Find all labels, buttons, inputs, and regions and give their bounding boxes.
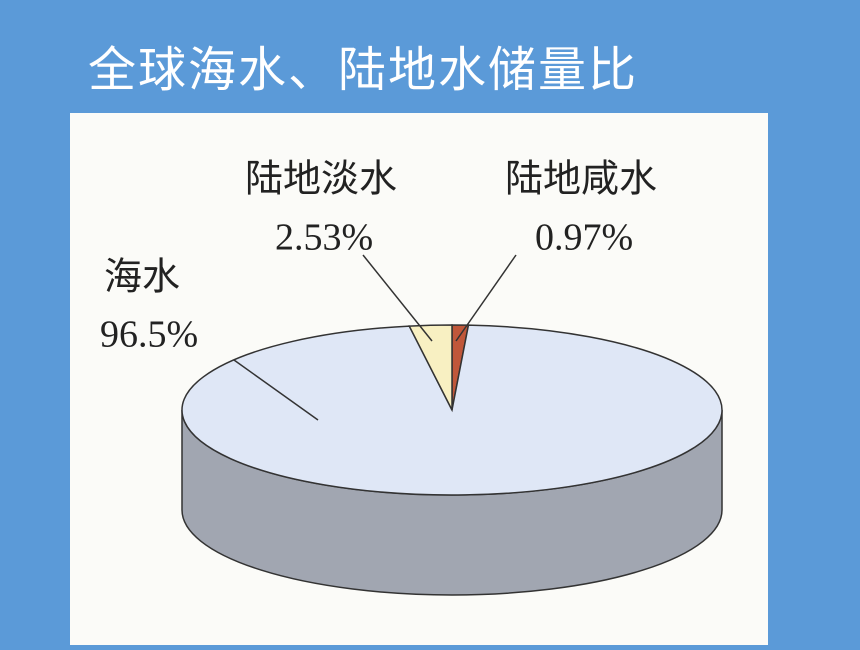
slice-name: 海水: [104, 257, 180, 299]
leader-line: [233, 359, 319, 421]
pie-chart: 陆地咸水 0.97% 海水 96.5% 陆地淡水 2.53%: [100, 159, 723, 596]
slice-value: 2.53%: [275, 217, 373, 259]
chart-panel: 陆地咸水 0.97% 海水 96.5% 陆地淡水 2.53%: [70, 113, 768, 645]
slice-value: 96.5%: [100, 314, 198, 356]
leader-line: [455, 254, 517, 342]
slice-name: 陆地淡水: [245, 159, 397, 201]
pie-slice: [408, 324, 453, 411]
leader-line: [362, 254, 433, 342]
slice-name: 陆地咸水: [505, 159, 657, 201]
slice-value: 0.97%: [535, 217, 633, 259]
slide-title: 全球海水、陆地水储量比: [88, 44, 639, 97]
